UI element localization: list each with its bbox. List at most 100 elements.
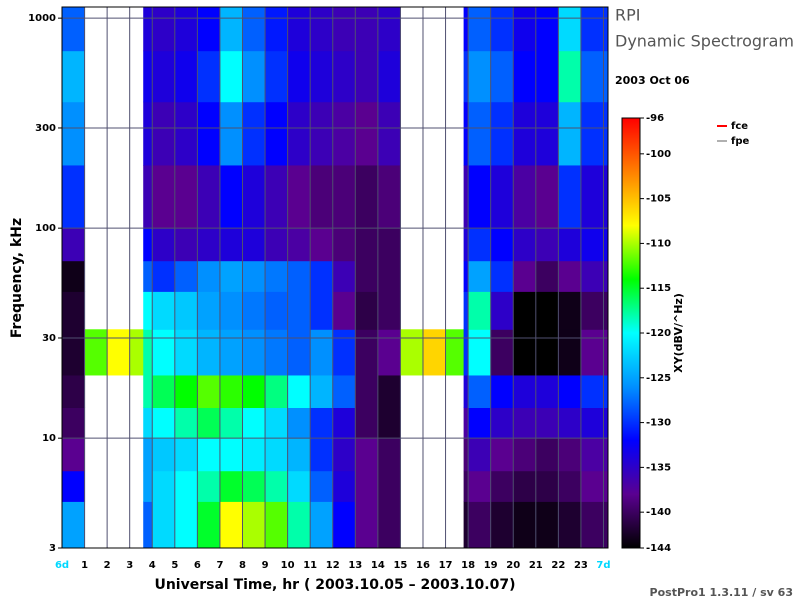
x-tick-label: 5 (171, 560, 178, 571)
heat-cell (84, 329, 108, 376)
heat-cell (265, 501, 289, 549)
heat-cell (310, 164, 334, 229)
heat-cell (62, 470, 86, 502)
heat-cell (580, 470, 609, 502)
heat-cell (377, 438, 401, 472)
date-label: 2003 Oct 06 (615, 74, 690, 87)
y-tick-label: 300 (35, 123, 56, 134)
x-tick-label: 9 (262, 560, 269, 571)
heat-cell (463, 470, 469, 502)
heat-cell (332, 407, 356, 439)
heat-cell (265, 329, 289, 376)
heat-cell (287, 260, 311, 292)
colorbar-tick-label: -135 (646, 462, 671, 473)
heat-cell (242, 50, 266, 103)
heat-cell (265, 407, 289, 439)
heat-cell (310, 438, 334, 472)
heat-cell (468, 470, 492, 502)
heat-cell (219, 7, 243, 52)
heat-cell (287, 50, 311, 103)
heat-cell (377, 329, 401, 376)
x-tick-label: 6 (194, 560, 201, 571)
heat-cell (242, 228, 266, 262)
heat-cell (143, 7, 153, 52)
heat-cell (265, 291, 289, 330)
heat-cell (513, 291, 537, 330)
heat-cell (535, 374, 559, 408)
heat-cell (129, 329, 144, 376)
heat-cell (463, 407, 469, 439)
heat-cell (490, 501, 514, 549)
heat-cell (62, 291, 86, 330)
heat-cell (580, 260, 609, 292)
heat-cell (242, 407, 266, 439)
x-tick-label: 4 (149, 560, 156, 571)
heat-cell (580, 101, 609, 166)
heat-cell (468, 329, 492, 376)
heat-cell (242, 291, 266, 330)
heat-cell (219, 228, 243, 262)
heat-cell (265, 50, 289, 103)
heat-cell (580, 164, 609, 229)
heat-cell (143, 164, 153, 229)
heat-cell (62, 101, 86, 166)
heat-cell (513, 164, 537, 229)
heat-cell (468, 101, 492, 166)
heat-cell (513, 228, 537, 262)
heat-cell (62, 374, 86, 408)
heat-cell (332, 329, 356, 376)
heat-cell (265, 228, 289, 262)
heat-cell (143, 438, 153, 472)
heat-cell (152, 164, 176, 229)
heat-cell (62, 228, 86, 262)
chart-subtitle: Dynamic Spectrogram (615, 32, 794, 51)
heat-cell (377, 374, 401, 408)
heat-cell (580, 374, 609, 408)
heat-cell (490, 438, 514, 472)
heat-cell (152, 291, 176, 330)
heat-cell (265, 101, 289, 166)
heat-cell (174, 407, 198, 439)
heat-cell (468, 228, 492, 262)
x-tick-label: 3 (126, 560, 133, 571)
heat-cell (332, 438, 356, 472)
heat-cell (62, 164, 86, 229)
heatmap (62, 7, 609, 549)
heat-cell (62, 501, 86, 549)
heat-cell (310, 101, 334, 166)
heat-cell (310, 7, 334, 52)
heat-cell (580, 501, 609, 549)
heat-cell (377, 260, 401, 292)
x-tick-label: 2 (104, 560, 111, 571)
heat-cell (152, 501, 176, 549)
heat-cell (377, 407, 401, 439)
y-tick-label: 10 (42, 433, 56, 444)
heat-cell (62, 407, 86, 439)
heat-cell (62, 7, 86, 52)
colorbar-tick-label: -144 (646, 543, 671, 554)
heat-cell (310, 291, 334, 330)
heat-cell (468, 374, 492, 408)
heat-cell (535, 164, 559, 229)
heat-cell (558, 470, 582, 502)
heat-cell (490, 164, 514, 229)
heat-cell (332, 291, 356, 330)
heat-cell (152, 101, 176, 166)
heat-cell (535, 291, 559, 330)
heat-cell (219, 501, 243, 549)
heat-cell (355, 438, 379, 472)
heat-cell (355, 501, 379, 549)
colorbar-tick-label: -110 (646, 238, 671, 249)
heat-cell (535, 438, 559, 472)
heat-cell (332, 7, 356, 52)
x-tick-label: 8 (239, 560, 246, 571)
heat-cell (468, 438, 492, 472)
heat-cell (580, 228, 609, 262)
heat-cell (242, 438, 266, 472)
heat-cell (174, 228, 198, 262)
y-tick-label: 30 (42, 333, 56, 344)
heat-cell (310, 260, 334, 292)
heat-cell (422, 329, 447, 376)
overlay: 6d 1 2 3 4 5 6 7 8 9 10 11 12 13 14 15 16 17 18 19 20 21 22 23 7… (28, 6, 611, 571)
colorbar-tick-label: -115 (646, 283, 671, 294)
